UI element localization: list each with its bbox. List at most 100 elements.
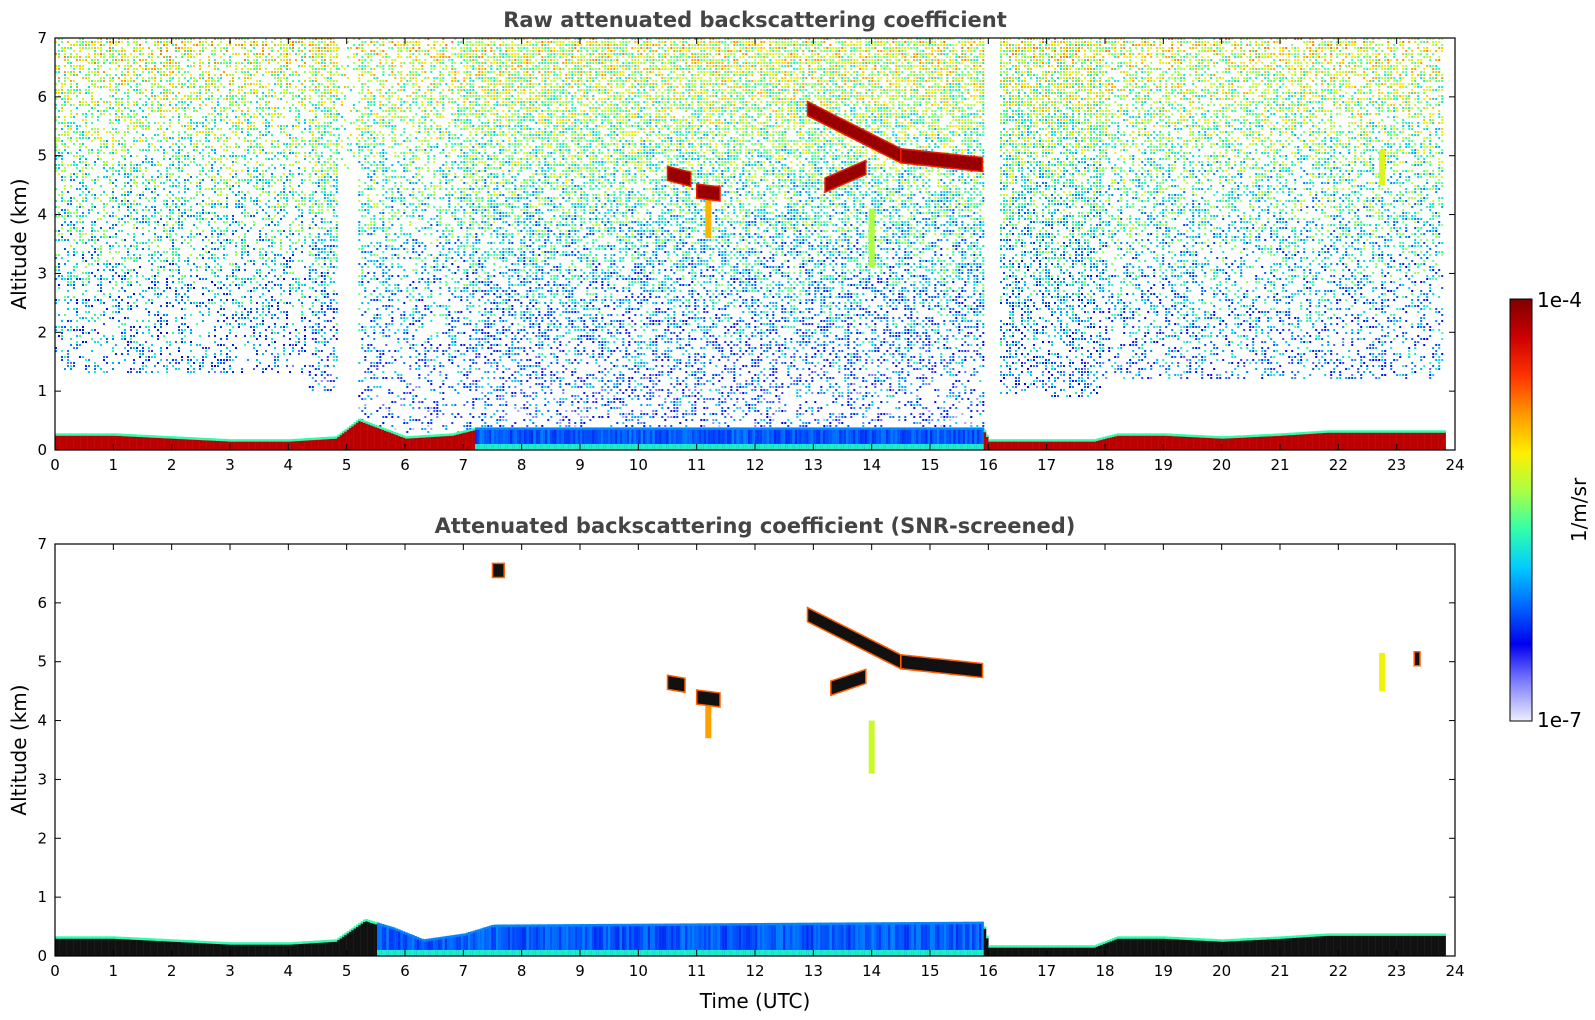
y-tick-label: 2 (37, 323, 47, 341)
x-tick-label: 1 (109, 962, 119, 980)
x-tick-label: 10 (629, 962, 648, 980)
y-tick-label: 6 (37, 594, 47, 612)
x-tick-label: 5 (342, 962, 352, 980)
x-tick-label: 14 (862, 456, 881, 474)
x-tick-label: 13 (804, 456, 823, 474)
x-tick-label: 23 (1387, 456, 1406, 474)
y-tick-label: 4 (37, 712, 47, 730)
x-tick-label: 12 (745, 962, 764, 980)
x-tick-label: 19 (1154, 962, 1173, 980)
x-tick-label: 12 (745, 456, 764, 474)
x-tick-label: 21 (1270, 962, 1289, 980)
x-tick-label: 18 (1095, 962, 1114, 980)
colorbar-min-label: 1e-7 (1537, 708, 1582, 732)
colorbar-max-label: 1e-4 (1537, 288, 1582, 312)
x-tick-label: 21 (1270, 456, 1289, 474)
cloud-layer (808, 608, 901, 669)
x-tick-label: 7 (459, 456, 469, 474)
panel-screened-ylabel: Altitude (km) (7, 684, 31, 815)
noise-speckle (55, 38, 1443, 433)
x-tick-label: 3 (225, 962, 235, 980)
x-tick-label: 18 (1095, 456, 1114, 474)
x-tick-label: 0 (50, 962, 60, 980)
x-tick-label: 11 (687, 456, 706, 474)
panel-screened-xlabel: Time (UTC) (699, 989, 811, 1013)
y-tick-label: 2 (37, 829, 47, 847)
x-tick-label: 1 (109, 456, 119, 474)
y-tick-label: 0 (37, 947, 47, 965)
panel-screened-frame (55, 544, 1455, 956)
y-tick-label: 6 (37, 88, 47, 106)
x-tick-label: 5 (342, 456, 352, 474)
y-tick-label: 4 (37, 206, 47, 224)
colorbar: 1e-4 1e-7 1/m/sr (1510, 288, 1591, 732)
panel-raw: Raw attenuated backscattering coefficien… (7, 8, 1465, 474)
panel-raw-ticks: 0 1 2 3 4 5 6 7 8 9 10 11 12 13 14 15 16 17 18 19 20 21 22 23 24… (37, 29, 1464, 474)
x-tick-label: 15 (920, 962, 939, 980)
panel-raw-plot-area (55, 38, 1446, 450)
precip-streak (869, 721, 875, 774)
precip-streak (705, 703, 711, 738)
panel-raw-title: Raw attenuated backscattering coefficien… (503, 8, 1007, 32)
cloud-layer (697, 184, 720, 201)
x-tick-label: 23 (1387, 962, 1406, 980)
precip-streak (705, 197, 711, 238)
x-tick-label: 20 (1212, 962, 1231, 980)
x-tick-label: 4 (284, 962, 294, 980)
x-tick-label: 8 (517, 962, 527, 980)
cloud-layer (901, 655, 983, 678)
x-tick-label: 13 (804, 962, 823, 980)
precip-streak (1379, 150, 1385, 185)
y-tick-label: 1 (37, 382, 47, 400)
x-tick-label: 4 (284, 456, 294, 474)
x-tick-label: 11 (687, 962, 706, 980)
y-tick-label: 1 (37, 888, 47, 906)
x-tick-label: 17 (1037, 456, 1056, 474)
x-tick-label: 16 (979, 962, 998, 980)
x-tick-label: 10 (629, 456, 648, 474)
x-tick-label: 8 (517, 456, 527, 474)
precip-streak (869, 209, 875, 268)
panel-screened-plot-area (55, 563, 1446, 956)
x-tick-label: 6 (400, 962, 410, 980)
y-tick-label: 0 (37, 441, 47, 459)
x-tick-label: 16 (979, 456, 998, 474)
x-tick-label: 15 (920, 456, 939, 474)
x-tick-label: 9 (575, 962, 585, 980)
x-tick-label: 20 (1212, 456, 1231, 474)
x-tick-label: 6 (400, 456, 410, 474)
boundary-layer (55, 419, 1446, 450)
panel-screened-ticks: 0 1 2 3 4 5 6 7 8 9 10 11 12 13 14 15 16 17 18 19 20 21 22 23 24… (37, 535, 1464, 980)
panel-screened: Attenuated backscattering coefficient (S… (7, 514, 1465, 1013)
x-tick-label: 22 (1329, 962, 1348, 980)
y-tick-label: 7 (37, 29, 47, 47)
y-tick-label: 3 (37, 770, 47, 788)
x-tick-label: 2 (167, 456, 177, 474)
x-tick-label: 24 (1445, 456, 1464, 474)
cloud-layer (831, 669, 866, 695)
colorbar-gradient (1510, 299, 1532, 721)
y-tick-label: 5 (37, 653, 47, 671)
panel-screened-title: Attenuated backscattering coefficient (S… (435, 514, 1076, 538)
x-tick-label: 3 (225, 456, 235, 474)
cloud-layer (493, 563, 505, 577)
x-tick-label: 24 (1445, 962, 1464, 980)
precip-streak (1379, 653, 1385, 691)
x-tick-label: 22 (1329, 456, 1348, 474)
colorbar-label: 1/m/sr (1567, 477, 1591, 542)
cloud-layer (697, 690, 720, 707)
y-tick-label: 3 (37, 264, 47, 282)
x-tick-label: 19 (1154, 456, 1173, 474)
x-tick-label: 7 (459, 962, 469, 980)
x-tick-label: 0 (50, 456, 60, 474)
cloud-layer (668, 675, 686, 692)
y-tick-label: 5 (37, 147, 47, 165)
y-tick-label: 7 (37, 535, 47, 553)
x-tick-label: 9 (575, 456, 585, 474)
x-tick-label: 2 (167, 962, 177, 980)
boundary-layer (55, 919, 1446, 956)
x-tick-label: 14 (862, 962, 881, 980)
panel-raw-ylabel: Altitude (km) (7, 178, 31, 309)
cloud-layer (1414, 652, 1420, 666)
